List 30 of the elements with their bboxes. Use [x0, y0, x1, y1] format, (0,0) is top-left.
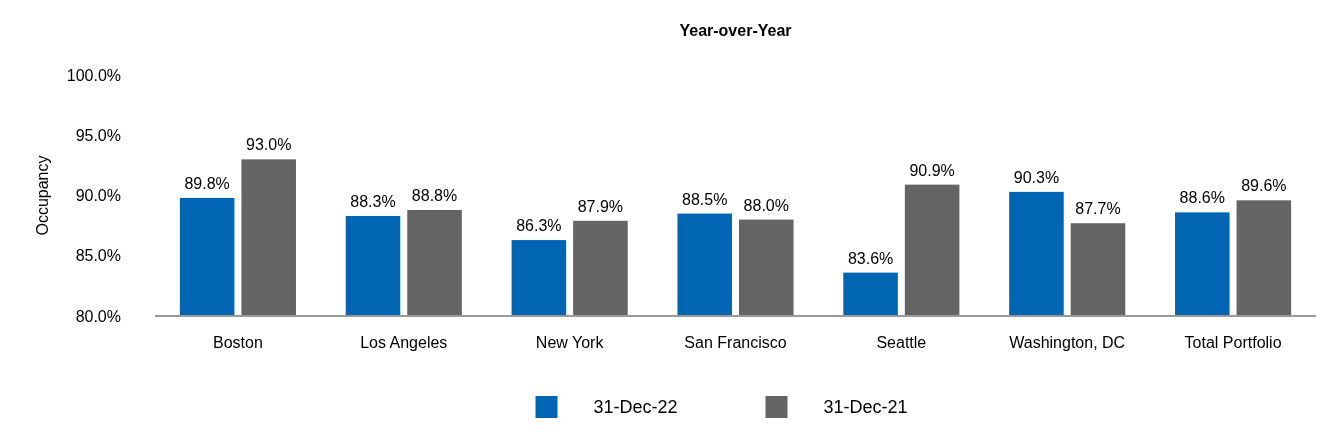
- y-tick-label: 80.0%: [75, 307, 121, 325]
- data-label: 88.8%: [411, 186, 458, 204]
- x-tick-label: Los Angeles: [360, 334, 448, 351]
- x-tick-label: Washington, DC: [1009, 334, 1126, 351]
- x-tick-label: Boston: [213, 334, 263, 351]
- data-label: 88.3%: [350, 192, 396, 210]
- data-label: 93.0%: [246, 136, 292, 154]
- data-label: 87.9%: [577, 197, 624, 215]
- legend-label: 31-Dec-21: [823, 397, 908, 418]
- x-tick-label: Total Portfolio: [1184, 334, 1282, 351]
- legend-label: 31-Dec-22: [593, 397, 678, 418]
- x-tick-label: Seattle: [876, 334, 927, 351]
- data-label: 88.5%: [682, 190, 728, 208]
- data-label: 86.3%: [516, 217, 562, 235]
- data-label: 83.6%: [847, 249, 894, 267]
- data-label: 90.3%: [1013, 168, 1060, 186]
- data-label: 90.9%: [909, 161, 955, 179]
- y-tick-label: 90.0%: [75, 187, 121, 205]
- data-label: 88.0%: [743, 196, 789, 214]
- data-label: 88.6%: [1179, 189, 1225, 207]
- data-label: 89.8%: [184, 174, 230, 192]
- x-tick-label: San Francisco: [684, 334, 787, 351]
- y-tick-label: 95.0%: [75, 126, 121, 144]
- y-axis-title: Occupancy: [34, 155, 51, 236]
- chart-title: Year-over-Year: [679, 22, 792, 39]
- x-tick-label: New York: [535, 334, 605, 351]
- y-tick-label: 85.0%: [75, 247, 121, 265]
- data-label: 87.7%: [1075, 200, 1121, 218]
- y-tick-label: 100.0%: [66, 66, 121, 84]
- data-label: 89.6%: [1241, 177, 1287, 195]
